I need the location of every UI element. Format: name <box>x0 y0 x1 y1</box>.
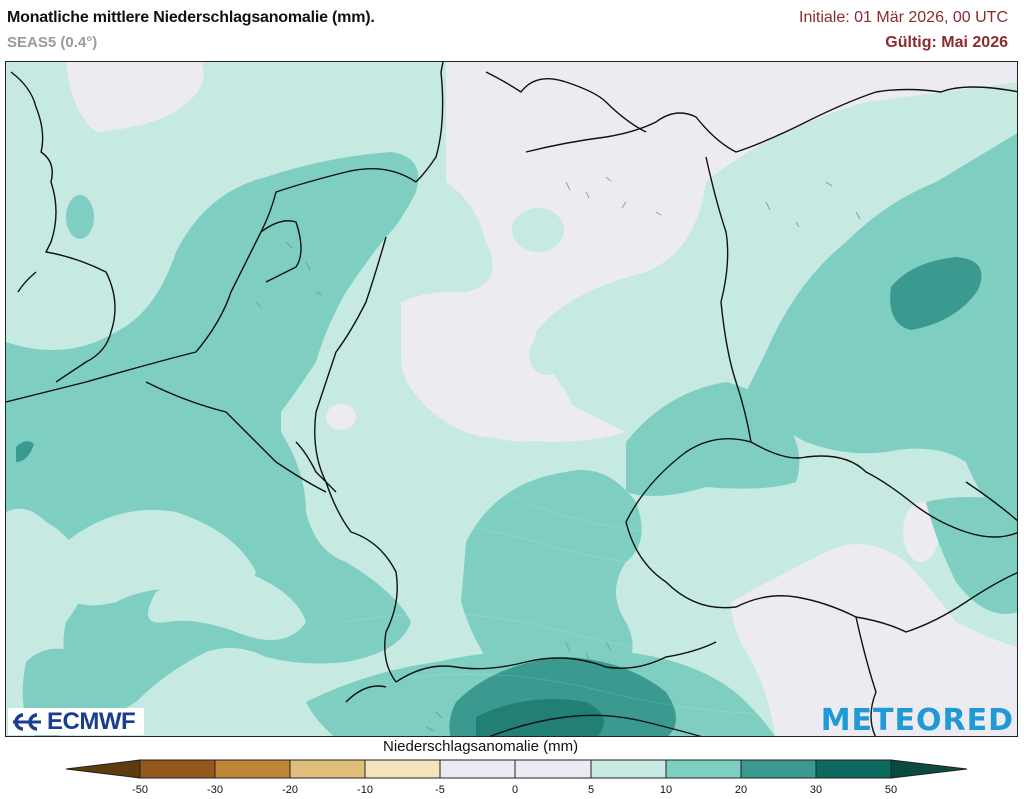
model-label: SEAS5 (0.4°) <box>7 34 98 51</box>
near-zero-regions <box>66 62 1017 736</box>
colorbar-tick: -5 <box>435 784 445 796</box>
init-time: Initiale: 01 Mär 2026, 00 UTC <box>799 9 1008 26</box>
valid-period: Gültig: Mai 2026 <box>885 34 1008 51</box>
meteored-logo: METEORED <box>820 703 1014 738</box>
precipitation-anomaly-map <box>5 61 1018 737</box>
ecmwf-logo: ECMWF <box>8 708 144 735</box>
ecmwf-logo-text: ECMWF <box>47 707 136 735</box>
colorbar-tick: 50 <box>884 784 898 796</box>
colorbar-tick: -10 <box>357 784 373 796</box>
colorbar-tick: 0 <box>511 784 519 796</box>
colorbar-tick: 30 <box>809 784 823 796</box>
colorbar-tick: 20 <box>734 784 748 796</box>
borders <box>6 62 1017 736</box>
colorbar-tick: -30 <box>207 784 223 796</box>
ecmwf-emblem-icon <box>13 712 41 731</box>
colorbar <box>65 759 968 779</box>
map-title: Monatliche mittlere Niederschlagsanomali… <box>7 9 375 26</box>
colorbar-tick: -20 <box>282 784 298 796</box>
colorbar-tick: 10 <box>659 784 673 796</box>
colorbar-tick: 5 <box>587 784 595 796</box>
colorbar-title: Niederschlagsanomalie (mm) <box>383 738 579 755</box>
colorbar-tick: -50 <box>132 784 148 796</box>
map-canvas <box>6 62 1017 736</box>
